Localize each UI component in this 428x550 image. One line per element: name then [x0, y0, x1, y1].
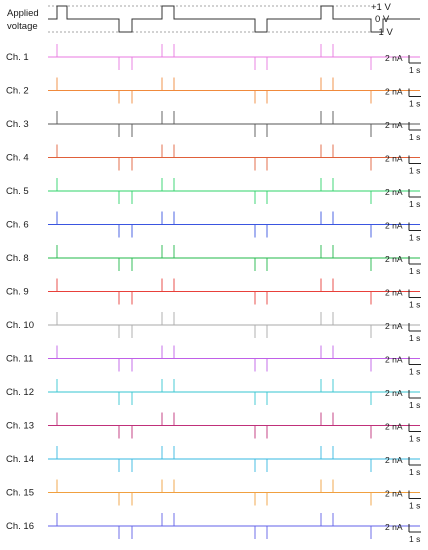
scale-current: 2 nA — [385, 53, 403, 63]
scale-time: 1 s — [409, 233, 420, 243]
channel-trace — [48, 44, 420, 70]
scale-current: 2 nA — [385, 254, 403, 264]
scale-current: 2 nA — [385, 388, 403, 398]
channel-trace — [48, 513, 420, 539]
scale-bar: 2 nA 1 s — [385, 87, 421, 109]
scale-bar: 2 nA 1 s — [385, 455, 421, 477]
channel-trace — [48, 111, 420, 137]
scale-time: 1 s — [409, 400, 420, 410]
scale-time: 1 s — [409, 501, 420, 511]
channel-label: Ch. 11 — [6, 354, 33, 365]
channel-label: Ch. 16 — [6, 521, 34, 532]
scale-time: 1 s — [409, 99, 420, 109]
scale-bar: 2 nA 1 s — [385, 154, 421, 176]
scale-time: 1 s — [409, 166, 420, 176]
channel-5: Ch. 5 2 nA 1 s — [6, 178, 421, 209]
scale-current: 2 nA — [385, 489, 403, 499]
scale-current: 2 nA — [385, 87, 403, 97]
scale-bar: 2 nA 1 s — [385, 288, 421, 310]
channel-trace — [48, 446, 420, 472]
channel-label: Ch. 15 — [6, 488, 34, 499]
channel-trace — [48, 245, 420, 271]
scale-time: 1 s — [409, 467, 420, 477]
scale-time: 1 s — [409, 434, 420, 444]
scale-current: 2 nA — [385, 288, 403, 298]
channel-15: Ch. 16 2 nA 1 s — [6, 513, 421, 544]
scale-bar: 2 nA 1 s — [385, 321, 421, 343]
channel-label: Ch. 10 — [6, 320, 34, 331]
applied-voltage-label-line1: Applied — [7, 8, 39, 19]
level-plus-1v: +1 V — [371, 2, 391, 13]
scale-bar: 2 nA 1 s — [385, 53, 421, 75]
channel-label: Ch. 13 — [6, 421, 34, 432]
channel-label: Ch. 1 — [6, 52, 29, 63]
channel-trace — [48, 379, 420, 405]
channel-1: Ch. 1 2 nA 1 s — [6, 44, 421, 75]
channel-label: Ch. 12 — [6, 387, 34, 398]
channel-4: Ch. 4 2 nA 1 s — [6, 144, 421, 176]
channel-trace — [48, 412, 420, 439]
scale-bar: 2 nA 1 s — [385, 254, 421, 276]
channel-10: Ch. 11 2 nA 1 s — [6, 345, 421, 377]
scale-bar: 2 nA 1 s — [385, 120, 421, 142]
scale-current: 2 nA — [385, 187, 403, 197]
scale-bar: 2 nA 1 s — [385, 522, 421, 544]
channel-8: Ch. 9 2 nA 1 s — [6, 278, 421, 310]
channel-label: Ch. 9 — [6, 287, 29, 298]
scale-bar: 2 nA 1 s — [385, 187, 421, 209]
scale-current: 2 nA — [385, 154, 403, 164]
scale-time: 1 s — [409, 65, 420, 75]
level-0v: 0 V — [375, 14, 390, 25]
scale-time: 1 s — [409, 534, 420, 544]
channel-trace — [48, 77, 420, 104]
channel-label: Ch. 5 — [6, 186, 29, 197]
channel-trace — [48, 211, 420, 238]
scale-time: 1 s — [409, 367, 420, 377]
voltage-waveform — [48, 5, 420, 33]
scale-current: 2 nA — [385, 221, 403, 231]
channel-trace — [48, 178, 420, 204]
channel-label: Ch. 4 — [6, 153, 29, 164]
scale-time: 1 s — [409, 132, 420, 142]
scale-current: 2 nA — [385, 120, 403, 130]
voltage-trace — [48, 5, 420, 33]
channel-13: Ch. 14 2 nA 1 s — [6, 446, 421, 477]
channel-trace — [48, 312, 420, 338]
channel-label: Ch. 2 — [6, 86, 29, 97]
scale-current: 2 nA — [385, 355, 403, 365]
channel-trace — [48, 278, 420, 305]
channel-14: Ch. 15 2 nA 1 s — [6, 479, 421, 511]
channel-trace — [48, 144, 420, 171]
scale-time: 1 s — [409, 300, 420, 310]
channel-7: Ch. 8 2 nA 1 s — [6, 245, 421, 276]
channel-3: Ch. 3 2 nA 1 s — [6, 111, 421, 142]
channel-trace — [48, 479, 420, 506]
scale-bar: 2 nA 1 s — [385, 388, 421, 410]
scale-bar: 2 nA 1 s — [385, 422, 421, 444]
scale-current: 2 nA — [385, 321, 403, 331]
scale-bar: 2 nA 1 s — [385, 221, 421, 243]
channel-11: Ch. 12 2 nA 1 s — [6, 379, 421, 410]
channel-9: Ch. 10 2 nA 1 s — [6, 312, 421, 343]
scale-current: 2 nA — [385, 522, 403, 532]
channel-trace — [48, 345, 420, 372]
scale-current: 2 nA — [385, 422, 403, 432]
scale-time: 1 s — [409, 333, 420, 343]
channel-6: Ch. 6 2 nA 1 s — [6, 211, 421, 243]
scale-bar: 2 nA 1 s — [385, 355, 421, 377]
scale-time: 1 s — [409, 199, 420, 209]
scale-current: 2 nA — [385, 455, 403, 465]
channel-label: Ch. 3 — [6, 119, 29, 130]
channel-label: Ch. 8 — [6, 253, 29, 264]
channel-label: Ch. 6 — [6, 220, 29, 231]
channel-label: Ch. 14 — [6, 454, 34, 465]
channel-2: Ch. 2 2 nA 1 s — [6, 77, 421, 109]
scale-time: 1 s — [409, 266, 420, 276]
scale-bar: 2 nA 1 s — [385, 489, 421, 511]
channel-12: Ch. 13 2 nA 1 s — [6, 412, 421, 444]
applied-voltage-label-line2: voltage — [7, 21, 38, 32]
